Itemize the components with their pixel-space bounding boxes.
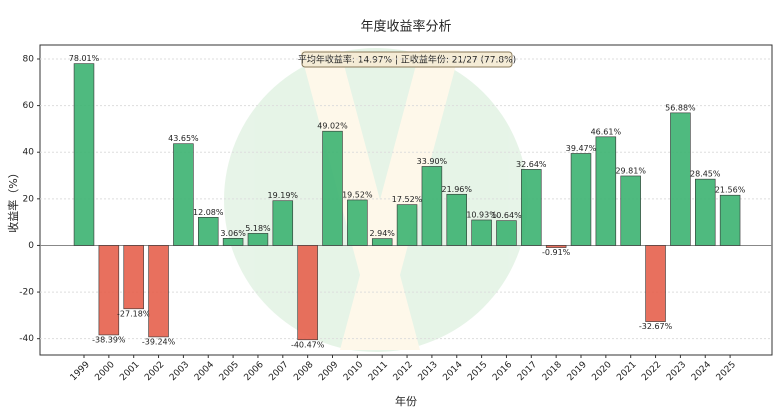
value-label: 56.88% — [665, 103, 696, 112]
x-tick-label: 2015 — [466, 360, 489, 383]
value-label: -0.91% — [542, 248, 571, 257]
x-tick-label: 2020 — [590, 360, 613, 383]
x-tick-label: 2013 — [417, 360, 440, 383]
bar — [645, 245, 666, 322]
value-label: 29.81% — [615, 166, 646, 175]
y-tick-label: 60 — [23, 101, 35, 111]
bar — [222, 238, 244, 246]
bar — [347, 199, 368, 246]
value-label: 32.64% — [516, 160, 547, 169]
bar — [719, 194, 741, 246]
bar — [496, 220, 517, 246]
bar — [123, 245, 144, 310]
x-tick-label: 2025 — [715, 360, 738, 383]
x-tick-label: 2010 — [342, 360, 365, 383]
value-label: 10.93% — [466, 210, 497, 219]
x-tick-label: 2003 — [168, 360, 191, 383]
x-tick-label: 2018 — [541, 360, 564, 383]
value-label: -27.18% — [117, 309, 151, 318]
x-tick-label: 2022 — [640, 360, 663, 383]
bar — [421, 166, 443, 246]
x-tick-label: 2023 — [665, 360, 688, 383]
y-tick-label: 20 — [23, 194, 35, 204]
x-tick-label: 2014 — [441, 360, 464, 383]
x-tick-label: 2007 — [267, 360, 290, 383]
bar — [670, 112, 691, 246]
value-label: -32.67% — [639, 322, 673, 331]
x-tick-label: 2012 — [392, 360, 415, 383]
x-tick-label: 2024 — [690, 360, 713, 383]
y-axis-label: 收益率（%） — [6, 167, 20, 232]
value-label: 10.64% — [491, 211, 522, 220]
value-label: -38.39% — [92, 335, 126, 344]
plot-frame — [39, 44, 773, 356]
y-tick-label: -40 — [19, 334, 34, 344]
x-axis-label: 年份 — [395, 394, 417, 408]
bar — [272, 200, 294, 246]
y-tick-label: 80 — [23, 54, 35, 64]
x-tick-label: 2009 — [317, 360, 340, 383]
x-tick-label: 2001 — [118, 360, 141, 383]
value-label: 12.08% — [193, 208, 224, 217]
bar — [173, 143, 194, 246]
bar — [521, 169, 542, 246]
bar — [198, 216, 219, 246]
bar — [570, 153, 592, 246]
value-label: 17.52% — [392, 195, 423, 204]
value-label: -39.24% — [142, 337, 176, 346]
value-label: 5.18% — [245, 224, 271, 233]
annotation-box — [301, 51, 513, 68]
value-label: -40.47% — [291, 340, 325, 349]
bar — [98, 245, 120, 336]
x-tick-label: 2021 — [615, 360, 638, 383]
bar — [297, 245, 318, 341]
bar — [471, 219, 492, 246]
value-label: 33.90% — [417, 157, 448, 166]
x-tick-label: 2002 — [143, 360, 166, 383]
annotation: 平均年收益率: 14.97% | 正收益年份: 21/27 (77.8%) — [298, 54, 516, 66]
x-tick-label: 1999 — [69, 360, 92, 383]
value-label: 21.96% — [441, 185, 472, 194]
x-tick-label: 2011 — [367, 360, 390, 383]
bar — [148, 245, 169, 338]
x-tick-label: 2016 — [491, 360, 514, 383]
bar — [73, 63, 95, 246]
bar — [396, 204, 418, 246]
bar — [371, 238, 393, 246]
x-tick-label: 2000 — [93, 360, 116, 383]
value-label: 19.52% — [342, 190, 373, 199]
value-label: 2.94% — [369, 229, 395, 238]
bar — [620, 175, 641, 246]
chart-title: 年度收益率分析 — [360, 19, 451, 35]
value-label: 3.06% — [220, 229, 246, 238]
value-label: 49.02% — [317, 122, 348, 131]
x-tick-label: 2005 — [218, 360, 241, 383]
value-label: 43.65% — [168, 134, 199, 143]
x-tick-label: 2017 — [516, 360, 539, 383]
value-label: 39.47% — [566, 144, 597, 153]
bar — [695, 178, 716, 246]
value-label: 78.01% — [69, 54, 100, 63]
x-tick-label: 2004 — [193, 360, 216, 383]
bar — [322, 130, 343, 246]
bar — [446, 193, 467, 246]
bar — [247, 233, 269, 246]
x-tick-label: 2008 — [292, 360, 315, 383]
value-label: 21.56% — [715, 186, 746, 195]
bar — [595, 136, 617, 246]
value-label: 19.19% — [268, 191, 299, 200]
x-tick-label: 2019 — [566, 360, 589, 383]
y-tick-label: 0 — [28, 241, 34, 251]
value-label: 28.45% — [690, 170, 721, 179]
value-label: 46.61% — [591, 127, 622, 136]
x-tick-label: 2006 — [243, 360, 266, 383]
y-tick-label: -20 — [19, 288, 34, 298]
bar — [545, 245, 567, 248]
y-tick-label: 40 — [23, 148, 35, 158]
